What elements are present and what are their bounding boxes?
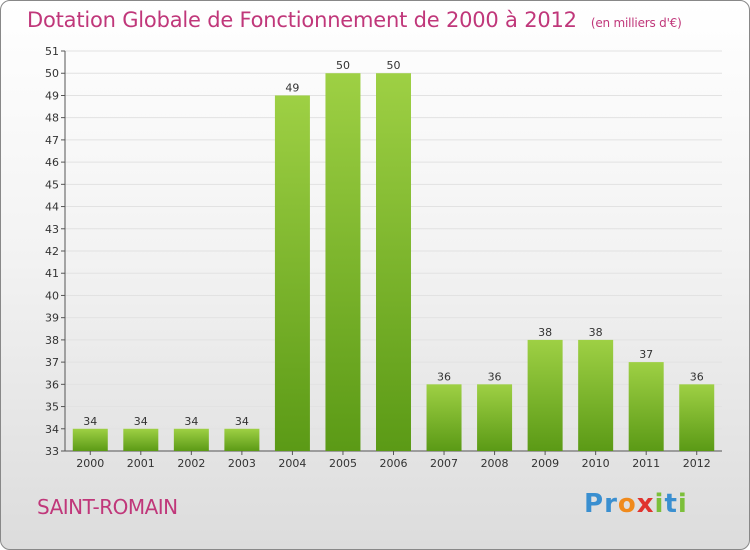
chart-subtitle: (en milliers d'€)	[590, 16, 682, 30]
bar-2007	[426, 384, 462, 451]
x-tick-label-2001: 2001	[127, 457, 155, 470]
bar-2008	[477, 384, 513, 451]
labels: 34 2000 34 2001 34 2002 34 2003 49 2004 50 2005 50 20…	[76, 59, 710, 470]
x-tick-label-2006: 2006	[380, 457, 408, 470]
value-label-2005: 50	[336, 59, 350, 72]
bar-2004	[274, 95, 310, 451]
bar-2002	[173, 428, 209, 451]
proxiti-logo: Proxiti	[584, 489, 688, 519]
value-label-2007: 36	[437, 370, 451, 383]
x-tick-label-2005: 2005	[329, 457, 357, 470]
value-label-2001: 34	[134, 415, 148, 428]
y-tick-label: 44	[45, 201, 59, 214]
x-tick-label-2010: 2010	[582, 457, 610, 470]
y-tick-label: 51	[45, 45, 59, 58]
value-label-2004: 49	[285, 81, 299, 94]
x-tick-label-2009: 2009	[531, 457, 559, 470]
value-label-2000: 34	[83, 415, 97, 428]
y-tick-label: 40	[45, 289, 59, 302]
y-tick-label: 36	[45, 378, 59, 391]
value-label-2003: 34	[235, 415, 249, 428]
bar-2003	[224, 428, 260, 451]
y-tick-label: 35	[45, 401, 59, 414]
y-tick-label: 49	[45, 89, 59, 102]
y-tick-label: 39	[45, 312, 59, 325]
y-tick-label: 41	[45, 267, 59, 280]
value-label-2006: 50	[387, 59, 401, 72]
bar-2011	[628, 362, 664, 451]
bar-2001	[123, 428, 159, 451]
y-tick-label: 50	[45, 67, 59, 80]
x-tick-label-2007: 2007	[430, 457, 458, 470]
bar-2006	[376, 73, 411, 451]
axes: 33 34 35 36 37 38 39 40 41 42 43 44 45 46 47 48 49 50 51	[45, 45, 722, 458]
value-label-2010: 38	[589, 326, 603, 339]
y-tick-label: 48	[45, 112, 59, 125]
y-tick-label: 37	[45, 356, 59, 369]
bar-2005	[325, 73, 361, 451]
bar-2010	[578, 339, 614, 451]
y-tick-label: 38	[45, 334, 59, 347]
bar-2009	[527, 339, 563, 451]
y-tick-label: 47	[45, 134, 59, 147]
value-label-2002: 34	[184, 415, 198, 428]
value-label-2009: 38	[538, 326, 552, 339]
y-tick-label: 46	[45, 156, 59, 169]
x-tick-label-2012: 2012	[683, 457, 711, 470]
value-label-2011: 37	[639, 348, 653, 361]
bar-2000	[72, 428, 108, 451]
x-tick-label-2004: 2004	[278, 457, 306, 470]
x-tick-label-2002: 2002	[177, 457, 205, 470]
value-label-2008: 36	[488, 370, 502, 383]
bars	[72, 73, 715, 451]
y-tick-label: 43	[45, 223, 59, 236]
y-tick-label: 33	[45, 445, 59, 458]
y-tick-label: 34	[45, 423, 59, 436]
chart-title: Dotation Globale de Fonctionnement de 20…	[27, 8, 682, 32]
value-label-2012: 36	[690, 370, 704, 383]
commune-name: SAINT-ROMAIN	[37, 495, 178, 519]
y-tick-label: 45	[45, 178, 59, 191]
x-tick-label-2008: 2008	[481, 457, 509, 470]
x-tick-label-2011: 2011	[632, 457, 660, 470]
bar-2012	[679, 384, 715, 451]
x-tick-label-2000: 2000	[76, 457, 104, 470]
title-text: Dotation Globale de Fonctionnement de 20…	[27, 8, 577, 32]
x-tick-label-2003: 2003	[228, 457, 256, 470]
y-tick-label: 42	[45, 245, 59, 258]
